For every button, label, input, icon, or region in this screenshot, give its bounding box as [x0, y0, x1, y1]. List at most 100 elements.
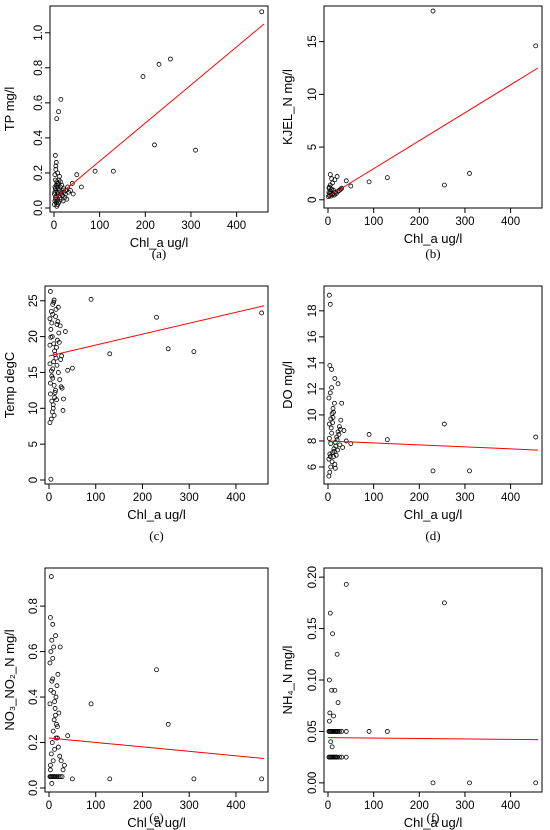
data-point — [430, 8, 436, 14]
data-point — [55, 319, 61, 324]
data-point — [335, 429, 341, 435]
data-point — [328, 425, 334, 431]
y-tick-label: 15 — [307, 35, 319, 48]
data-point — [52, 348, 58, 354]
y-tick-label: 18 — [307, 304, 319, 317]
data-point — [50, 728, 56, 734]
x-tick-label: 400 — [501, 216, 520, 228]
data-point — [58, 758, 64, 764]
regression-line — [327, 67, 539, 198]
data-point — [92, 168, 98, 174]
data-point — [326, 185, 332, 191]
data-point — [343, 178, 349, 184]
y-tick-label: 10 — [28, 402, 40, 415]
data-point — [56, 339, 62, 345]
data-point — [327, 301, 333, 307]
data-point — [332, 465, 338, 471]
data-point — [64, 196, 70, 202]
data-point — [334, 174, 340, 179]
data-point — [326, 194, 331, 200]
plot-frame — [323, 567, 543, 793]
data-point — [53, 314, 58, 319]
data-point — [65, 367, 71, 373]
data-point — [329, 176, 335, 182]
regression-line — [48, 737, 265, 759]
x-tick-label: 200 — [410, 800, 429, 812]
y-tick-label: 0.0 — [28, 780, 40, 796]
y-tick-label: 0 — [307, 197, 319, 203]
panel-caption: (a) — [152, 246, 166, 261]
data-point — [51, 690, 57, 695]
x-tick-label: 100 — [364, 800, 383, 812]
y-tick-label: 15 — [28, 366, 40, 379]
data-point — [47, 701, 53, 707]
data-point — [165, 721, 171, 727]
data-point — [339, 729, 345, 734]
data-point — [326, 456, 332, 462]
data-point — [467, 171, 472, 176]
y-tick-label: 12 — [307, 383, 319, 396]
data-point — [54, 774, 60, 780]
data-point — [337, 729, 342, 734]
data-point — [332, 687, 338, 693]
data-point — [56, 710, 62, 716]
data-point — [430, 780, 436, 786]
data-point — [334, 434, 340, 440]
y-tick-label: 6 — [307, 464, 319, 470]
regression-line — [48, 305, 265, 357]
data-point — [442, 182, 447, 188]
data-point — [334, 651, 340, 657]
data-point — [259, 776, 265, 782]
data-point — [48, 368, 54, 374]
data-point — [259, 9, 265, 15]
data-point — [54, 184, 60, 190]
data-point — [140, 74, 146, 79]
data-point — [339, 754, 345, 760]
data-point — [337, 442, 343, 448]
panel-f: 0 100 200 300 400 0.00 0.05 0.10 0.15 0.20 Chl_a u… — [280, 566, 543, 830]
data-point — [54, 203, 60, 209]
x-tick-label: 0 — [325, 492, 331, 504]
x-tick-label: 100 — [86, 800, 105, 812]
data-point — [51, 297, 57, 303]
y-axis-label: KJEL_N mg/l — [280, 69, 295, 145]
x-tick-label: 400 — [501, 492, 520, 504]
panel-caption: (b) — [425, 246, 440, 261]
y-tick-label: 5 — [28, 441, 40, 447]
data-point — [59, 774, 65, 780]
data-point — [327, 390, 333, 396]
data-point — [48, 416, 54, 422]
data-point — [54, 397, 59, 403]
x-tick-label: 300 — [180, 800, 199, 812]
data-point — [331, 409, 336, 415]
y-tick-label: 14 — [307, 356, 319, 369]
data-point — [328, 739, 334, 745]
data-point — [340, 445, 346, 450]
data-point — [47, 361, 53, 367]
data-point — [50, 301, 56, 307]
data-point — [54, 322, 60, 327]
data-point — [366, 179, 372, 185]
panel-c: 0 100 200 300 400 0 5 10 15 20 25 Chl_a ug/l Temp de… — [2, 285, 269, 543]
data-point — [55, 370, 61, 375]
data-point — [62, 762, 67, 768]
x-tick-label: 300 — [455, 800, 474, 812]
data-point — [110, 168, 116, 174]
y-tick-label: 0.20 — [307, 566, 319, 588]
x-axis-label: Chl_a ug/l — [404, 815, 463, 830]
data-point — [48, 334, 54, 340]
data-point — [326, 718, 332, 724]
data-point — [154, 667, 159, 673]
data-point — [53, 163, 59, 169]
y-tick-label: 0.00 — [307, 772, 319, 794]
x-tick-label: 400 — [226, 800, 245, 812]
data-point — [331, 713, 336, 719]
data-point — [327, 172, 333, 177]
data-point — [328, 464, 334, 470]
data-point — [58, 357, 64, 362]
data-point — [343, 581, 349, 587]
x-tick-label: 200 — [133, 492, 152, 504]
data-point — [330, 420, 335, 426]
panel-a: 0 100 200 300 400 0.0 0.2 0.4 0.6 0.8 1.0 Chl_a ug/… — [2, 5, 269, 261]
